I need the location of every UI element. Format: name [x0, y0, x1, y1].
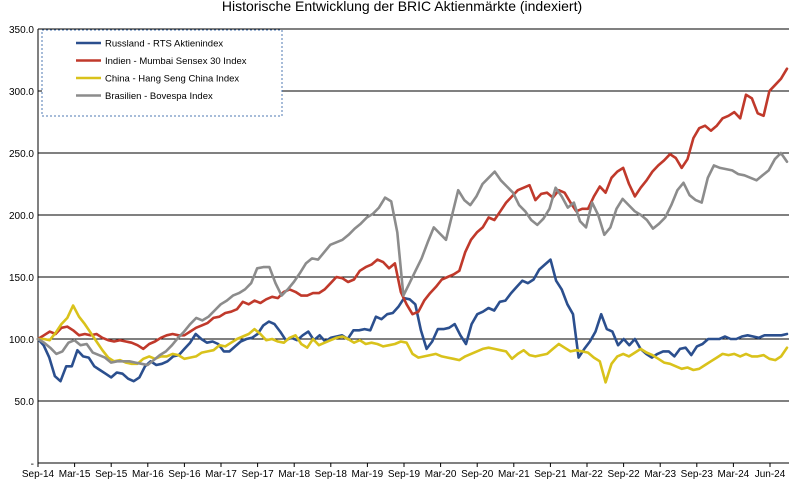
x-tick-label: Mar-17: [205, 469, 237, 480]
y-axis-ticks: - 50.0 100.0 150.0 200.0 250.0 300.0 350.0: [9, 25, 34, 470]
x-tick-label: Mar-20: [425, 469, 457, 480]
y-tick-label: 300.0: [9, 87, 34, 98]
legend-label: China - Hang Seng China Index: [105, 74, 239, 85]
x-tick-label: Sep-18: [315, 469, 348, 480]
y-tick-label: -: [31, 459, 34, 470]
x-axis-ticks: Sep-14 Mar-15 Sep-15 Mar-16 Sep-16 Mar-17 Sep-…: [22, 463, 786, 480]
x-tick-label: Sep-17: [241, 469, 274, 480]
x-tick-label: Sep-20: [461, 469, 494, 480]
x-tick-label: Sep-23: [681, 469, 714, 480]
legend-label: Brasilien - Bovespa Index: [105, 91, 213, 102]
y-tick-label: 150.0: [9, 273, 34, 284]
y-tick-label: 100.0: [9, 335, 34, 346]
x-tick-label: Mar-21: [498, 469, 530, 480]
x-tick-label: Mar-15: [59, 469, 91, 480]
series-line-3: [36, 151, 789, 367]
chart-title: Historische Entwicklung der BRIC Aktienm…: [222, 0, 582, 14]
y-tick-label: 50.0: [15, 397, 35, 408]
x-tick-label: Jun-24: [755, 469, 786, 480]
legend-label: Indien - Mumbai Sensex 30 Index: [105, 56, 247, 67]
series-line-2: [36, 304, 789, 384]
y-tick-label: 200.0: [9, 211, 34, 222]
x-tick-label: Sep-15: [95, 469, 128, 480]
x-tick-label: Mar-24: [718, 469, 750, 480]
x-tick-label: Sep-21: [534, 469, 567, 480]
x-tick-label: Sep-14: [22, 469, 55, 480]
series-line-1: [36, 67, 789, 351]
series-line-0: [36, 258, 789, 383]
x-tick-label: Mar-22: [571, 469, 603, 480]
series-layer: [36, 67, 789, 384]
y-tick-label: 350.0: [9, 25, 34, 36]
x-tick-label: Sep-16: [168, 469, 201, 480]
x-tick-label: Mar-23: [644, 469, 676, 480]
legend-label: Russland - RTS Aktienindex: [105, 39, 223, 50]
x-tick-label: Mar-19: [352, 469, 384, 480]
legend-box: [41, 29, 283, 117]
x-tick-label: Mar-16: [132, 469, 164, 480]
x-tick-label: Mar-18: [278, 469, 310, 480]
x-tick-label: Sep-22: [607, 469, 640, 480]
x-tick-label: Sep-19: [388, 469, 421, 480]
y-tick-label: 250.0: [9, 149, 34, 160]
legend: Russland - RTS Aktienindex Indien - Mumba…: [41, 29, 283, 117]
